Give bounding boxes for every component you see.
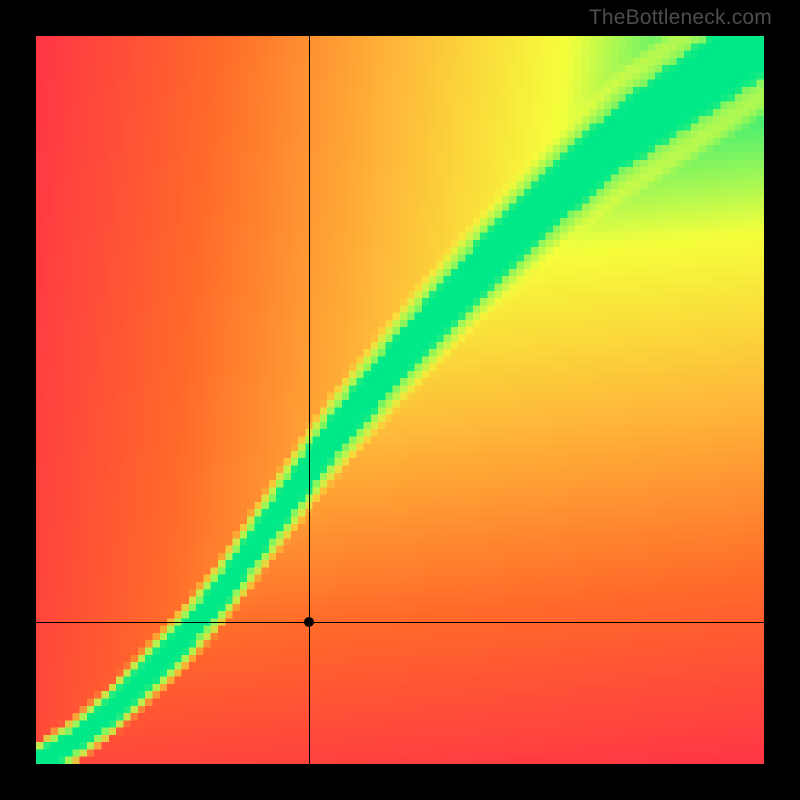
chart-container: TheBottleneck.com <box>0 0 800 800</box>
crosshair-vertical <box>309 36 310 764</box>
watermark-text: TheBottleneck.com <box>589 6 772 30</box>
crosshair-horizontal <box>36 622 764 623</box>
heatmap-canvas <box>36 36 764 764</box>
crosshair-marker <box>304 617 314 627</box>
